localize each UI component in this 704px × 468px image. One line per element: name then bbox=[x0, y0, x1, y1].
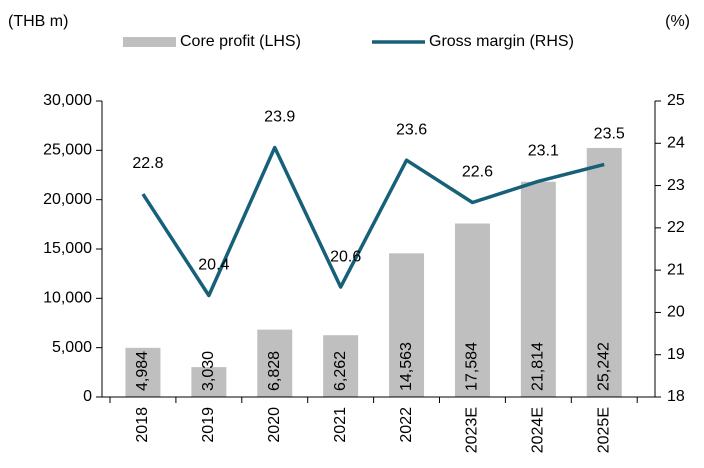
y-axis-label: (THB m) bbox=[8, 13, 68, 30]
x-tick-label: 2018 bbox=[134, 407, 151, 443]
x-tick-label: 2025E bbox=[595, 407, 612, 453]
x-tick-label: 2019 bbox=[200, 407, 217, 443]
bar-label: 6,262 bbox=[332, 351, 349, 391]
y2-tick-label: 22 bbox=[667, 219, 685, 236]
bar bbox=[389, 253, 425, 397]
bar-label: 14,563 bbox=[398, 342, 415, 391]
line-label: 22.6 bbox=[462, 164, 493, 181]
y2-tick-label: 24 bbox=[667, 135, 685, 152]
bar bbox=[257, 329, 293, 397]
bar bbox=[586, 147, 622, 397]
x-tick-label: 2022 bbox=[398, 407, 415, 443]
line-label: 23.9 bbox=[264, 109, 295, 126]
bar-label: 21,814 bbox=[530, 342, 547, 391]
line-label: 23.1 bbox=[528, 143, 559, 160]
legend-label: Gross margin (RHS) bbox=[429, 33, 574, 50]
bar bbox=[520, 181, 556, 397]
x-tick-label: 2020 bbox=[266, 407, 283, 443]
bar-label: 3,030 bbox=[200, 351, 217, 391]
x-tick-label: 2023E bbox=[464, 407, 481, 453]
bar bbox=[191, 367, 227, 397]
bar-label: 4,984 bbox=[134, 351, 151, 391]
y2-tick-label: 19 bbox=[667, 346, 685, 363]
y-tick-label: 25,000 bbox=[43, 142, 92, 159]
x-tick-label: 2024E bbox=[530, 407, 547, 453]
legend-swatch bbox=[123, 37, 176, 47]
bar bbox=[323, 335, 359, 397]
line bbox=[141, 145, 605, 298]
line-label: 20.4 bbox=[198, 257, 229, 274]
y2-tick-label: 23 bbox=[667, 177, 685, 194]
y-tick-label: 15,000 bbox=[43, 240, 92, 257]
y2-tick-label: 18 bbox=[667, 388, 685, 405]
line-label: 23.6 bbox=[396, 121, 427, 138]
y-tick-label: 0 bbox=[83, 388, 92, 405]
bar-label: 17,584 bbox=[464, 342, 481, 391]
x-tick-label: 2021 bbox=[332, 407, 349, 443]
legend-label: Core profit (LHS) bbox=[180, 33, 301, 50]
y2-tick-label: 20 bbox=[667, 304, 685, 321]
line-label: 23.5 bbox=[594, 126, 625, 143]
bar bbox=[125, 347, 161, 397]
bar-label: 25,242 bbox=[595, 342, 612, 391]
y2-axis-label: (%) bbox=[665, 13, 690, 30]
y-tick-label: 5,000 bbox=[52, 339, 92, 356]
line-label: 22.8 bbox=[132, 155, 163, 172]
bar bbox=[454, 223, 490, 397]
y-tick-label: 20,000 bbox=[43, 191, 92, 208]
line-label: 20.6 bbox=[330, 248, 361, 265]
y2-tick-label: 25 bbox=[667, 92, 685, 109]
bar-label: 6,828 bbox=[266, 351, 283, 391]
y-tick-label: 10,000 bbox=[43, 290, 92, 307]
y2-tick-label: 21 bbox=[667, 261, 685, 278]
y-tick-label: 30,000 bbox=[43, 92, 92, 109]
